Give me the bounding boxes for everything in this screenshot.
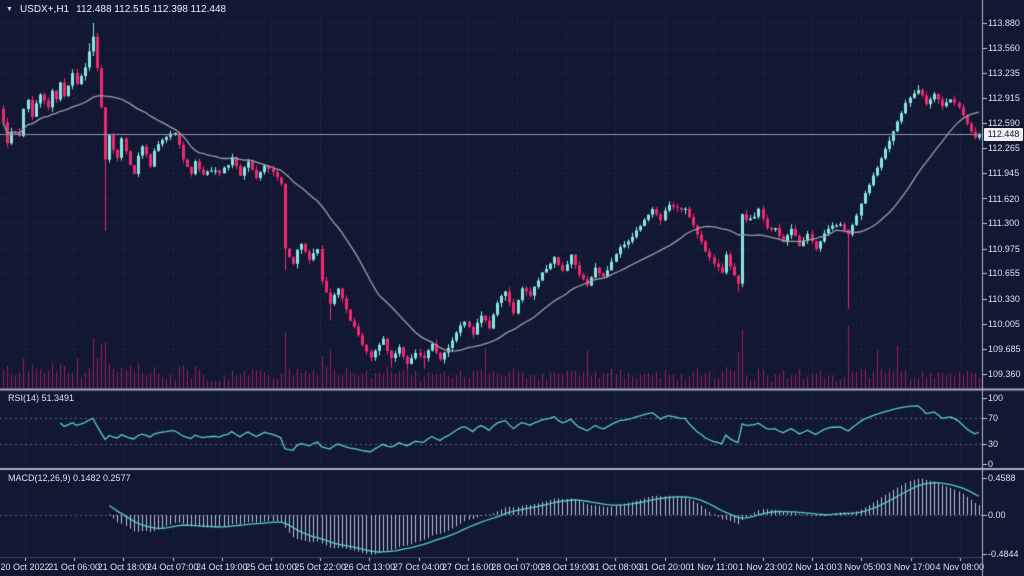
- chart-title: ▼ USDX+,H1 112.488 112.515 112.398 112.4…: [6, 4, 226, 15]
- time-tick-label: 31 Oct 20:00: [638, 562, 691, 572]
- price-tick-label: 110.005: [988, 318, 1020, 329]
- time-tick-label: 20 Oct 2022: [0, 562, 50, 572]
- symbol-dropdown-icon[interactable]: ▼: [6, 5, 13, 13]
- price-tick-label: 112.590: [988, 118, 1020, 129]
- time-tick-label: 3 Nov 05:00: [837, 562, 886, 572]
- price-tick-label: 111.945: [988, 168, 1020, 179]
- time-tick-label: 21 Oct 06:00: [48, 562, 100, 572]
- macd-indicator-label: MACD(12,26,9) 0.1482 0.2577: [8, 473, 131, 483]
- price-tick-label: 113.235: [988, 68, 1020, 79]
- rsi-tick-label: 100: [988, 392, 1004, 403]
- price-tick-label: 111.300: [988, 218, 1020, 229]
- macd-tick-label: 0.00: [988, 510, 1006, 520]
- rsi-indicator-label: RSI(14) 51.3491: [8, 393, 75, 403]
- price-tick-label: 109.360: [988, 369, 1021, 379]
- price-tick-label: 112.265: [988, 143, 1020, 154]
- time-tick-label: 25 Oct 10:00: [245, 562, 297, 572]
- rsi-tick-label: 30: [988, 439, 999, 450]
- macd-tick-label: -0.4844: [988, 549, 1019, 560]
- time-tick-label: 31 Oct 08:00: [589, 562, 642, 572]
- time-tick-label: 27 Oct 16:00: [442, 562, 494, 572]
- rsi-tick-label: 0: [988, 459, 994, 469]
- time-tick-label: 28 Oct 07:00: [491, 562, 543, 572]
- macd-tick-label: 0.4588: [988, 472, 1016, 483]
- time-tick-label: 24 Oct 07:00: [146, 562, 199, 572]
- price-tick-label: 112.915: [988, 92, 1020, 103]
- ohlc-values: 112.488 112.515 112.398 112.448: [76, 4, 227, 15]
- time-tick-label: 28 Oct 19:00: [540, 562, 592, 572]
- price-tick-label: 110.330: [988, 293, 1020, 304]
- time-tick-label: 21 Oct 18:00: [97, 562, 150, 572]
- time-tick-label: 3 Nov 17:00: [886, 562, 935, 572]
- current-price-box: 112.448: [984, 127, 1023, 141]
- time-tick-label: 26 Oct 13:00: [343, 562, 396, 572]
- time-tick-label: 2 Nov 14:00: [787, 562, 837, 572]
- time-tick-label: 4 Nov 08:00: [935, 562, 985, 572]
- price-tick-label: 113.560: [988, 42, 1020, 53]
- symbol-label: USDX+,H1: [19, 4, 70, 15]
- price-tick-label: 113.880: [988, 18, 1020, 28]
- time-tick-label: 1 Nov 11:00: [689, 562, 738, 572]
- price-tick-label: 109.685: [988, 343, 1021, 354]
- time-tick-label: 24 Oct 19:00: [196, 562, 248, 572]
- time-tick-label: 1 Nov 23:00: [738, 562, 788, 572]
- time-tick-label: 25 Oct 22:00: [294, 562, 346, 572]
- price-tick-label: 110.975: [988, 243, 1020, 254]
- price-tick-label: 111.620: [988, 193, 1020, 204]
- rsi-tick-label: 70: [988, 412, 999, 423]
- time-tick-label: 27 Oct 04:00: [392, 562, 445, 572]
- price-tick-label: 110.655: [988, 268, 1020, 279]
